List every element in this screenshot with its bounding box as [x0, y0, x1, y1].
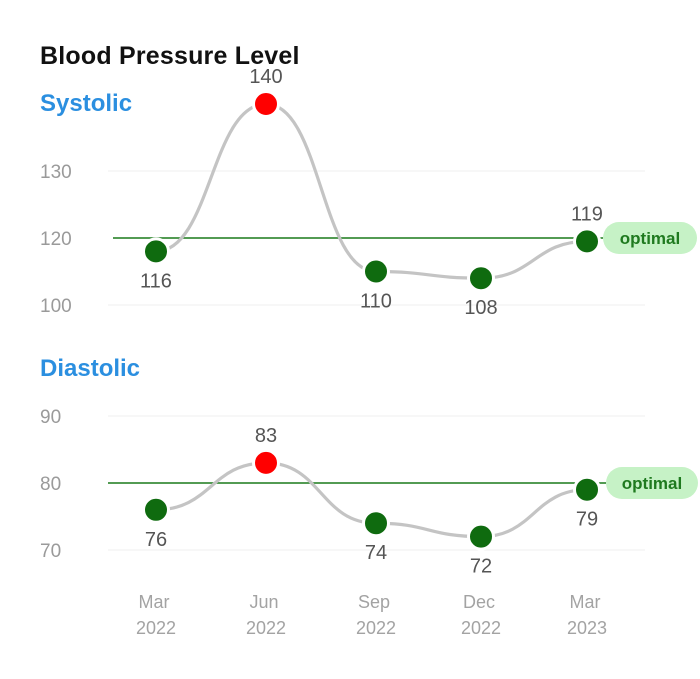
diastolic-data-label: 79 — [576, 509, 598, 531]
systolic-data-point — [142, 237, 170, 266]
systolic-data-label: 140 — [249, 66, 282, 88]
x-tick-month: Dec — [463, 592, 495, 612]
diastolic-data-point — [467, 522, 495, 551]
x-tick-year: 2022 — [356, 618, 396, 638]
systolic-y-tick-label: 130 — [40, 162, 72, 183]
diastolic-data-label: 74 — [365, 542, 387, 564]
systolic-y-tick-label: 100 — [40, 296, 72, 317]
x-tick-year: 2022 — [246, 618, 286, 638]
diastolic-y-tick-label: 70 — [40, 541, 61, 562]
diastolic-data-label: 76 — [145, 529, 167, 551]
diastolic-data-label: 83 — [255, 425, 277, 447]
x-tick-month: Mar — [139, 592, 170, 612]
diastolic-data-point — [573, 475, 601, 504]
diastolic-data-point — [252, 448, 280, 477]
x-tick-year: 2022 — [461, 618, 501, 638]
systolic-data-point — [362, 257, 390, 286]
diastolic-y-tick-label: 80 — [40, 474, 61, 495]
diastolic-y-tick-label: 90 — [40, 407, 61, 428]
systolic-data-point — [467, 264, 495, 293]
systolic-optimal-label: optimal — [620, 229, 680, 248]
x-tick-month: Sep — [358, 592, 390, 612]
systolic-data-point — [252, 90, 280, 118]
x-tick-month: Mar — [570, 592, 601, 612]
chart-title: Blood Pressure Level — [40, 42, 300, 70]
systolic-series-line — [155, 102, 588, 280]
systolic-y-tick-label: 120 — [40, 229, 72, 250]
systolic-data-label: 110 — [360, 291, 392, 313]
diastolic-data-point — [142, 495, 170, 524]
x-tick-year: 2023 — [567, 618, 607, 638]
systolic-data-point — [573, 227, 601, 256]
systolic-optimal-badge — [603, 222, 697, 254]
x-tick-month: Jun — [249, 592, 278, 612]
systolic-data-label: 116 — [140, 270, 172, 292]
diastolic-optimal-label: optimal — [622, 474, 682, 493]
diastolic-data-label: 72 — [470, 556, 492, 578]
x-tick-year: 2022 — [136, 618, 176, 638]
systolic-title: Systolic — [40, 90, 133, 117]
systolic-data-label: 119 — [571, 203, 603, 225]
diastolic-data-point — [362, 509, 390, 538]
systolic-data-label: 108 — [464, 297, 497, 319]
diastolic-optimal-badge — [606, 467, 698, 499]
diastolic-title: Diastolic — [40, 355, 141, 382]
